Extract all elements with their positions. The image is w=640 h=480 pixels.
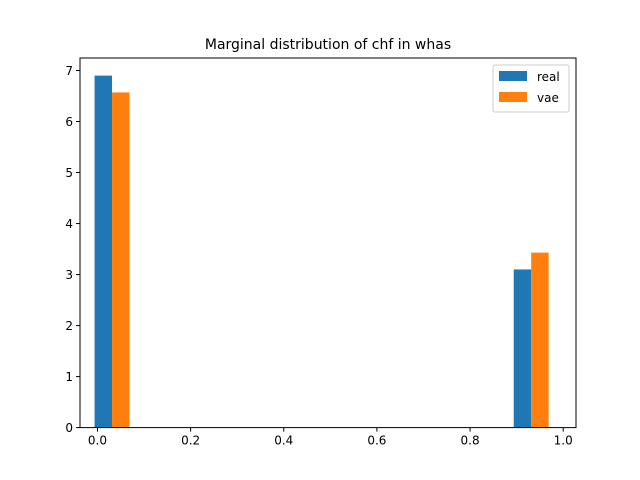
y-tick-label: 1 [65, 370, 73, 384]
bar-vae-0 [112, 92, 130, 428]
y-tick-label: 3 [65, 268, 73, 282]
y-tick-label: 7 [65, 64, 73, 78]
x-tick-label: 0.0 [88, 434, 107, 448]
x-tick-label: 0.8 [461, 434, 480, 448]
y-tick-label: 0 [65, 421, 73, 435]
x-tick-label: 1.0 [554, 434, 573, 448]
y-axis: 0 1 2 3 4 5 6 7 [65, 64, 80, 435]
bars-group [94, 75, 549, 428]
x-tick-label: 0.6 [367, 434, 386, 448]
legend-swatch-real [499, 71, 527, 81]
y-tick-label: 5 [65, 166, 73, 180]
plot-frame [79, 57, 577, 429]
legend-label-real: real [537, 70, 560, 84]
y-tick-label: 4 [65, 217, 73, 231]
bar-real-1 [513, 269, 532, 428]
x-tick-label: 0.4 [274, 434, 293, 448]
chart-title: Marginal distribution of chf in whas [205, 37, 451, 53]
x-tick-label: 0.2 [181, 434, 200, 448]
bar-vae-1 [531, 252, 549, 428]
y-tick-label: 6 [65, 115, 73, 129]
legend-swatch-vae [499, 92, 527, 102]
y-tick-label: 2 [65, 319, 73, 333]
legend: real vae [492, 64, 570, 113]
x-axis: 0.0 0.2 0.4 0.6 0.8 1.0 [88, 427, 573, 448]
bar-real-0 [94, 75, 113, 428]
legend-label-vae: vae [537, 91, 559, 105]
